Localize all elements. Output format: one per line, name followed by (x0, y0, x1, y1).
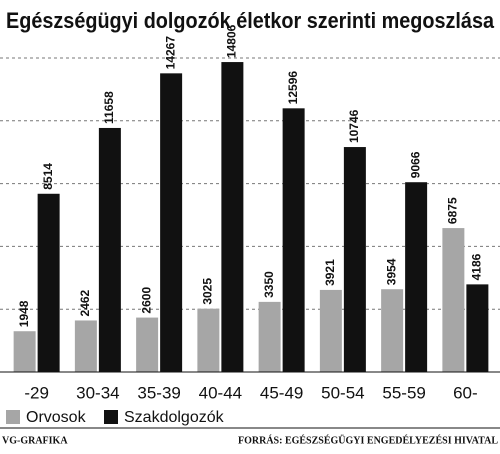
value-label: 14806 (225, 24, 239, 58)
value-label: 6875 (446, 197, 460, 224)
x-tick-label: 40-44 (199, 383, 242, 402)
credit: VG-GRAFIKA (2, 435, 68, 446)
x-tick-label: 45-49 (260, 383, 303, 402)
bar (160, 73, 183, 373)
value-label: 3350 (262, 271, 276, 298)
value-label: 4186 (470, 253, 484, 280)
value-label: 3921 (323, 259, 337, 286)
x-tick-label: 30-34 (76, 383, 119, 402)
value-label: 1948 (17, 300, 31, 327)
bar (221, 62, 244, 372)
legend-swatch (6, 410, 20, 424)
value-label: 3954 (384, 258, 398, 285)
x-tick-label: 55-59 (382, 383, 425, 402)
bar (98, 127, 121, 372)
bar (136, 317, 159, 372)
bar (466, 284, 489, 372)
value-label: 3025 (201, 278, 215, 305)
legend-label: Orvosok (26, 409, 87, 426)
bar (37, 193, 60, 372)
bar (282, 108, 305, 372)
x-tick-label: 60- (453, 383, 478, 402)
bar (197, 308, 220, 372)
bar (442, 228, 465, 372)
legend-label: Szakdolgozók (124, 409, 225, 426)
value-label: 11658 (102, 91, 116, 124)
bar (405, 182, 428, 372)
bar (343, 147, 366, 372)
value-label: 2462 (78, 289, 92, 316)
bar (13, 331, 36, 372)
bar (319, 289, 342, 372)
x-tick-label: 50-54 (321, 383, 364, 402)
chart-title: Egészségügyi dolgozók életkor szerinti m… (6, 8, 495, 33)
value-label: 9066 (408, 151, 422, 178)
legend-swatch (104, 410, 118, 424)
value-label: 14267 (163, 36, 177, 70)
value-label: 8514 (41, 163, 55, 190)
x-tick-label: 35-39 (137, 383, 180, 402)
value-label: 10746 (347, 109, 361, 143)
x-tick-label: -29 (24, 383, 49, 402)
bar (74, 320, 97, 372)
bar (381, 289, 404, 372)
bar (258, 301, 281, 372)
value-label: 2600 (139, 287, 153, 314)
source: FORRÁS: EGÉSZSÉGÜGYI ENGEDÉLYEZÉSI HIVAT… (238, 433, 498, 446)
value-label: 12596 (286, 71, 300, 105)
